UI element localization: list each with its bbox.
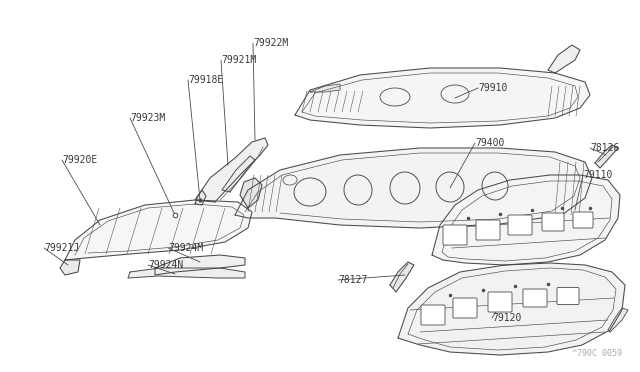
Polygon shape	[548, 45, 580, 73]
Polygon shape	[240, 178, 262, 208]
FancyBboxPatch shape	[443, 225, 467, 245]
Text: 79921J: 79921J	[44, 243, 79, 253]
Polygon shape	[432, 175, 620, 265]
FancyBboxPatch shape	[476, 220, 500, 240]
Polygon shape	[222, 156, 255, 192]
Text: 78127: 78127	[338, 275, 367, 285]
Text: 79910: 79910	[478, 83, 508, 93]
Polygon shape	[390, 262, 414, 292]
Text: 79923M: 79923M	[130, 113, 165, 123]
Polygon shape	[295, 68, 590, 128]
Text: 79921M: 79921M	[221, 55, 256, 65]
Text: 79120: 79120	[492, 313, 522, 323]
Text: 79924N: 79924N	[148, 260, 183, 270]
Polygon shape	[608, 308, 628, 332]
FancyBboxPatch shape	[508, 215, 532, 235]
Text: 79400: 79400	[475, 138, 504, 148]
Text: 78126: 78126	[590, 143, 620, 153]
Text: 79918E: 79918E	[188, 75, 223, 85]
FancyBboxPatch shape	[523, 289, 547, 307]
FancyBboxPatch shape	[557, 288, 579, 305]
Polygon shape	[195, 190, 206, 205]
Polygon shape	[310, 84, 340, 92]
Polygon shape	[65, 200, 252, 260]
FancyBboxPatch shape	[453, 298, 477, 318]
Text: 79922M: 79922M	[253, 38, 288, 48]
Polygon shape	[155, 255, 245, 275]
Polygon shape	[398, 263, 625, 355]
Polygon shape	[128, 268, 245, 278]
Text: ^790C 0059: ^790C 0059	[572, 349, 622, 358]
Polygon shape	[60, 260, 80, 275]
Text: 79924M: 79924M	[168, 243, 204, 253]
Text: 79110: 79110	[583, 170, 612, 180]
Polygon shape	[235, 148, 592, 228]
Text: 79920E: 79920E	[62, 155, 97, 165]
Polygon shape	[595, 145, 618, 168]
FancyBboxPatch shape	[573, 212, 593, 228]
FancyBboxPatch shape	[542, 213, 564, 231]
FancyBboxPatch shape	[488, 292, 512, 312]
FancyBboxPatch shape	[421, 305, 445, 325]
Polygon shape	[195, 138, 268, 202]
